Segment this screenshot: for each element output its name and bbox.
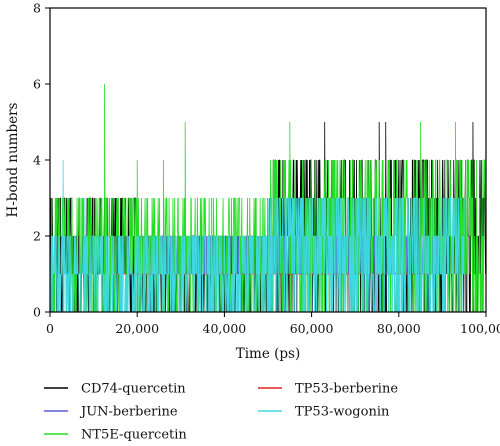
legend-entry: TP53-wogonin <box>258 405 390 420</box>
legend: CD74-quercetin JUN-berberine NT5E-querceti… <box>44 382 398 443</box>
legend-label: TP53-wogonin <box>295 405 390 420</box>
legend-entry: JUN-berberine <box>44 405 178 420</box>
legend-label: TP53-berberine <box>295 382 398 397</box>
y-tick-label: 0 <box>33 305 41 320</box>
legend-entry: CD74-quercetin <box>44 382 186 397</box>
x-tick-label: 100,000 <box>460 321 500 336</box>
x-tick-label: 0 <box>46 321 54 336</box>
series-layer <box>49 83 487 313</box>
x-axis-title: Time (ps) <box>236 346 301 362</box>
x-tick-label: 20,000 <box>115 321 159 336</box>
y-tick-label: 8 <box>33 1 41 16</box>
y-tick-label: 2 <box>33 229 41 244</box>
x-tick-label: 80,000 <box>377 321 421 336</box>
legend-entry: NT5E-quercetin <box>44 428 187 443</box>
legend-entry: TP53-berberine <box>258 382 398 397</box>
y-tick-label: 6 <box>33 77 41 92</box>
y-tick-label: 4 <box>33 153 41 168</box>
y-axis-title: H-bond numbers <box>5 102 21 217</box>
legend-label: JUN-berberine <box>79 405 178 420</box>
legend-label: CD74-quercetin <box>81 382 186 397</box>
ticks-layer: 0 20,000 40,000 60,000 80,000 100,000 0 2 4 6 8 <box>33 1 500 337</box>
x-tick-label: 40,000 <box>203 321 247 336</box>
x-tick-label: 60,000 <box>290 321 334 336</box>
legend-label: NT5E-quercetin <box>81 428 187 443</box>
